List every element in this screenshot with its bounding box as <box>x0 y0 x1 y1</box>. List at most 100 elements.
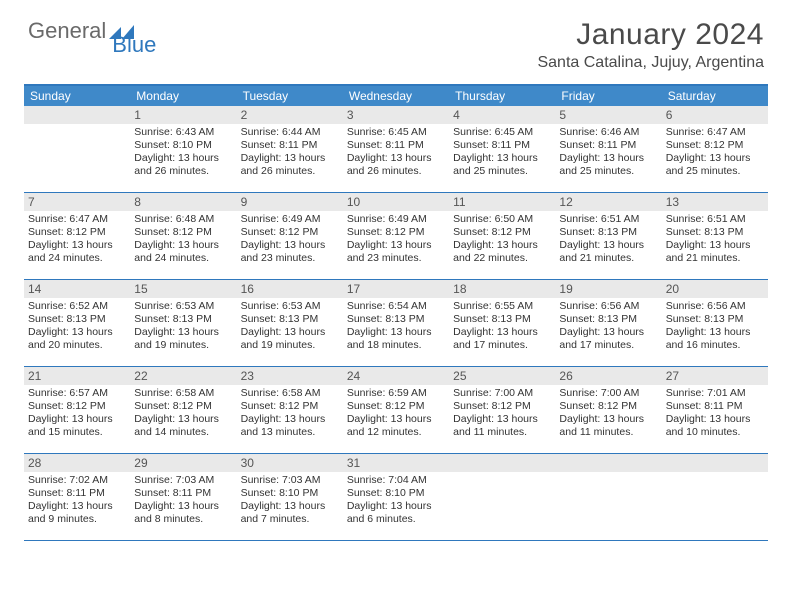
day-details: Sunrise: 7:03 AMSunset: 8:11 PMDaylight:… <box>130 472 236 531</box>
day-number: 20 <box>662 280 768 298</box>
location-label: Santa Catalina, Jujuy, Argentina <box>537 54 764 72</box>
weekday-header: Tuesday <box>237 86 343 106</box>
day-details: Sunrise: 6:59 AMSunset: 8:12 PMDaylight:… <box>343 385 449 444</box>
day-details: Sunrise: 6:54 AMSunset: 8:13 PMDaylight:… <box>343 298 449 357</box>
day-number <box>449 454 555 472</box>
day-details: Sunrise: 6:53 AMSunset: 8:13 PMDaylight:… <box>237 298 343 357</box>
day-number: 12 <box>555 193 661 211</box>
weekday-header: Thursday <box>449 86 555 106</box>
sunset-text: Sunset: 8:13 PM <box>241 313 339 326</box>
calendar-cell: 25Sunrise: 7:00 AMSunset: 8:12 PMDayligh… <box>449 367 555 453</box>
calendar-cell: 8Sunrise: 6:48 AMSunset: 8:12 PMDaylight… <box>130 193 236 279</box>
sunrise-text: Sunrise: 6:56 AM <box>666 300 764 313</box>
daylight1-text: Daylight: 13 hours <box>666 326 764 339</box>
calendar-cell: 7Sunrise: 6:47 AMSunset: 8:12 PMDaylight… <box>24 193 130 279</box>
daylight1-text: Daylight: 13 hours <box>559 152 657 165</box>
weekday-header-row: Sunday Monday Tuesday Wednesday Thursday… <box>24 86 768 106</box>
day-details: Sunrise: 6:58 AMSunset: 8:12 PMDaylight:… <box>237 385 343 444</box>
daylight1-text: Daylight: 13 hours <box>241 326 339 339</box>
sunset-text: Sunset: 8:12 PM <box>241 400 339 413</box>
day-number: 11 <box>449 193 555 211</box>
daylight2-text: and 25 minutes. <box>559 165 657 178</box>
day-number: 19 <box>555 280 661 298</box>
calendar-cell: 27Sunrise: 7:01 AMSunset: 8:11 PMDayligh… <box>662 367 768 453</box>
calendar-cell: 10Sunrise: 6:49 AMSunset: 8:12 PMDayligh… <box>343 193 449 279</box>
daylight1-text: Daylight: 13 hours <box>28 500 126 513</box>
sunrise-text: Sunrise: 6:49 AM <box>241 213 339 226</box>
daylight1-text: Daylight: 13 hours <box>453 152 551 165</box>
calendar-cell: 18Sunrise: 6:55 AMSunset: 8:13 PMDayligh… <box>449 280 555 366</box>
daylight2-text: and 12 minutes. <box>347 426 445 439</box>
day-number: 31 <box>343 454 449 472</box>
calendar-cell: 5Sunrise: 6:46 AMSunset: 8:11 PMDaylight… <box>555 106 661 192</box>
day-details: Sunrise: 6:47 AMSunset: 8:12 PMDaylight:… <box>24 211 130 270</box>
day-details: Sunrise: 6:50 AMSunset: 8:12 PMDaylight:… <box>449 211 555 270</box>
sunrise-text: Sunrise: 6:57 AM <box>28 387 126 400</box>
day-details: Sunrise: 6:58 AMSunset: 8:12 PMDaylight:… <box>130 385 236 444</box>
daylight1-text: Daylight: 13 hours <box>347 326 445 339</box>
sunset-text: Sunset: 8:13 PM <box>453 313 551 326</box>
sunset-text: Sunset: 8:11 PM <box>559 139 657 152</box>
daylight2-text: and 17 minutes. <box>453 339 551 352</box>
calendar-cell: 16Sunrise: 6:53 AMSunset: 8:13 PMDayligh… <box>237 280 343 366</box>
daylight2-text: and 19 minutes. <box>241 339 339 352</box>
daylight2-text: and 21 minutes. <box>666 252 764 265</box>
brand-part2: Blue <box>112 32 156 58</box>
weekday-header: Monday <box>130 86 236 106</box>
daylight2-text: and 23 minutes. <box>241 252 339 265</box>
calendar-cell <box>555 454 661 540</box>
day-number <box>662 454 768 472</box>
day-number: 8 <box>130 193 236 211</box>
sunrise-text: Sunrise: 6:58 AM <box>241 387 339 400</box>
day-number: 22 <box>130 367 236 385</box>
daylight1-text: Daylight: 13 hours <box>347 239 445 252</box>
day-number: 5 <box>555 106 661 124</box>
sunrise-text: Sunrise: 6:47 AM <box>28 213 126 226</box>
calendar-cell <box>449 454 555 540</box>
sunrise-text: Sunrise: 6:54 AM <box>347 300 445 313</box>
calendar-cell: 2Sunrise: 6:44 AMSunset: 8:11 PMDaylight… <box>237 106 343 192</box>
sunrise-text: Sunrise: 7:04 AM <box>347 474 445 487</box>
daylight1-text: Daylight: 13 hours <box>134 413 232 426</box>
daylight2-text: and 16 minutes. <box>666 339 764 352</box>
daylight1-text: Daylight: 13 hours <box>134 152 232 165</box>
daylight1-text: Daylight: 13 hours <box>241 413 339 426</box>
day-number: 27 <box>662 367 768 385</box>
sunrise-text: Sunrise: 6:43 AM <box>134 126 232 139</box>
sunrise-text: Sunrise: 6:53 AM <box>241 300 339 313</box>
sunrise-text: Sunrise: 6:48 AM <box>134 213 232 226</box>
sunset-text: Sunset: 8:12 PM <box>347 400 445 413</box>
calendar-cell: 1Sunrise: 6:43 AMSunset: 8:10 PMDaylight… <box>130 106 236 192</box>
daylight1-text: Daylight: 13 hours <box>28 413 126 426</box>
calendar-cell: 19Sunrise: 6:56 AMSunset: 8:13 PMDayligh… <box>555 280 661 366</box>
day-number <box>24 106 130 124</box>
daylight1-text: Daylight: 13 hours <box>28 239 126 252</box>
calendar-week-row: 1Sunrise: 6:43 AMSunset: 8:10 PMDaylight… <box>24 106 768 193</box>
daylight2-text: and 20 minutes. <box>28 339 126 352</box>
daylight2-text: and 26 minutes. <box>241 165 339 178</box>
day-details: Sunrise: 6:44 AMSunset: 8:11 PMDaylight:… <box>237 124 343 183</box>
day-details: Sunrise: 7:00 AMSunset: 8:12 PMDaylight:… <box>555 385 661 444</box>
daylight1-text: Daylight: 13 hours <box>347 500 445 513</box>
day-number: 30 <box>237 454 343 472</box>
calendar-cell: 30Sunrise: 7:03 AMSunset: 8:10 PMDayligh… <box>237 454 343 540</box>
day-details: Sunrise: 6:56 AMSunset: 8:13 PMDaylight:… <box>555 298 661 357</box>
day-details: Sunrise: 7:04 AMSunset: 8:10 PMDaylight:… <box>343 472 449 531</box>
daylight1-text: Daylight: 13 hours <box>134 500 232 513</box>
sunrise-text: Sunrise: 7:01 AM <box>666 387 764 400</box>
daylight1-text: Daylight: 13 hours <box>559 239 657 252</box>
daylight2-text: and 17 minutes. <box>559 339 657 352</box>
sunset-text: Sunset: 8:10 PM <box>347 487 445 500</box>
brand-logo: General Blue <box>28 18 156 44</box>
day-details <box>24 124 130 130</box>
sunrise-text: Sunrise: 6:50 AM <box>453 213 551 226</box>
day-number: 6 <box>662 106 768 124</box>
daylight1-text: Daylight: 13 hours <box>666 152 764 165</box>
sunset-text: Sunset: 8:12 PM <box>453 226 551 239</box>
day-details: Sunrise: 6:57 AMSunset: 8:12 PMDaylight:… <box>24 385 130 444</box>
daylight1-text: Daylight: 13 hours <box>347 413 445 426</box>
sunrise-text: Sunrise: 6:59 AM <box>347 387 445 400</box>
day-details: Sunrise: 7:00 AMSunset: 8:12 PMDaylight:… <box>449 385 555 444</box>
daylight2-text: and 23 minutes. <box>347 252 445 265</box>
daylight2-text: and 26 minutes. <box>134 165 232 178</box>
